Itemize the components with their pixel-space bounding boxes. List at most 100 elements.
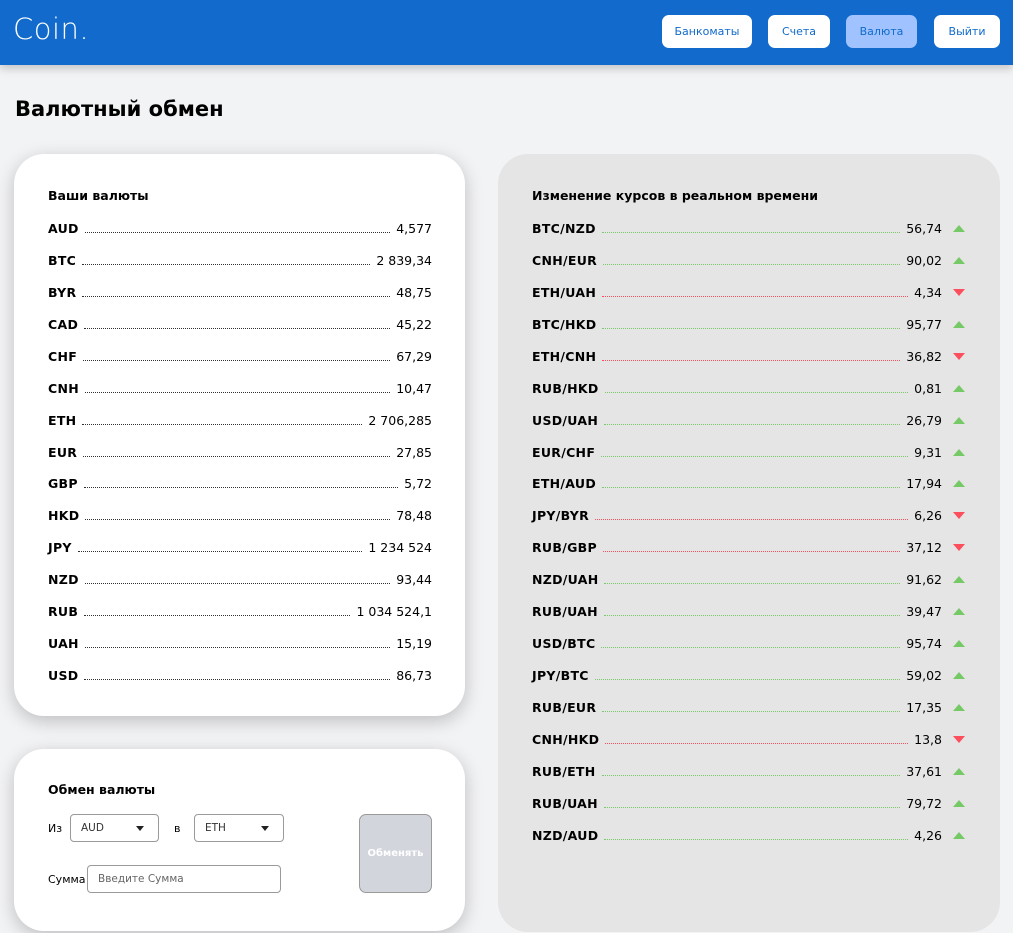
dotted-leader: [603, 615, 901, 617]
currency-code: USD: [48, 668, 79, 684]
currency-code: BTC: [48, 252, 77, 268]
currency-amount: 27,85: [396, 444, 432, 460]
dotted-leader: [595, 519, 909, 521]
triangle-up-icon: [953, 799, 965, 807]
dotted-leader: [605, 742, 909, 744]
currency-pair: CNH/EUR: [532, 252, 598, 268]
dotted-leader: [604, 423, 901, 425]
nav-button-currency[interactable]: Валюта: [846, 15, 917, 48]
dotted-leader: [604, 391, 909, 393]
currency-amount: 67,29: [396, 348, 432, 364]
to-currency-select[interactable]: ETH: [194, 814, 284, 842]
currency-pair: RUB/GBP: [532, 540, 597, 556]
dotted-leader: [82, 295, 391, 297]
nav-button-accounts[interactable]: Счета: [768, 15, 830, 48]
currency-pair: USD/UAH: [532, 412, 599, 428]
rates-title: Изменение курсов в реальном времени: [532, 188, 818, 203]
dotted-leader: [601, 232, 901, 233]
exchange-button[interactable]: Обменять: [359, 814, 432, 893]
currency-code: UAH: [48, 636, 79, 652]
currency-code: CNH: [48, 380, 79, 396]
chevron-down-icon: [136, 826, 144, 831]
currency-pair: NZD/AUD: [532, 827, 599, 843]
currency-pair: ETH/AUD: [532, 476, 597, 492]
rate-row: NZD/UAH 91,62: [532, 571, 965, 587]
rate-row: RUB/UAH 79,72: [532, 795, 965, 811]
to-currency-value: ETH: [205, 822, 226, 834]
amount-input[interactable]: [87, 865, 281, 893]
currency-code: JPY: [48, 540, 72, 556]
nav-button-logout[interactable]: Выйти: [934, 15, 1000, 48]
from-label: Из: [48, 822, 63, 835]
rate-value: 90,02: [906, 252, 942, 268]
triangle-down-icon: [953, 352, 965, 360]
dotted-leader: [84, 679, 391, 681]
rate-value: 37,61: [906, 763, 942, 779]
triangle-up-icon: [953, 767, 965, 775]
dotted-leader: [85, 391, 391, 393]
currency-amount: 5,72: [404, 476, 432, 492]
your-currencies-card: [14, 154, 465, 716]
rate-row: RUB/UAH 39,47: [532, 603, 965, 619]
rate-value: 59,02: [906, 668, 942, 684]
dotted-leader: [602, 551, 901, 553]
currency-pair: NZD/UAH: [532, 572, 599, 588]
rates-card: [498, 154, 1000, 932]
currency-pair: BTC/HKD: [532, 316, 597, 332]
nav-button-atms[interactable]: Банкоматы: [662, 15, 752, 48]
currency-code: RUB: [48, 604, 79, 620]
currency-row: RUB 1 034 524,1: [48, 603, 432, 619]
triangle-down-icon: [953, 288, 965, 296]
currency-pair: RUB/EUR: [532, 699, 597, 715]
dotted-leader: [602, 327, 901, 329]
dotted-leader: [82, 263, 371, 265]
currency-pair: JPY/BTC: [532, 668, 589, 684]
triangle-up-icon: [953, 448, 965, 456]
dotted-leader: [84, 232, 391, 233]
dotted-leader: [602, 487, 901, 489]
from-currency-select[interactable]: AUD: [70, 814, 159, 842]
dotted-leader: [83, 359, 391, 361]
currency-row: USD 86,73: [48, 667, 432, 683]
top-header: Coin. Банкоматы Счета Валюта Выйти: [0, 0, 1013, 65]
triangle-up-icon: [953, 608, 965, 616]
triangle-up-icon: [953, 225, 965, 232]
currency-row: HKD 78,48: [48, 507, 432, 523]
logo: Coin.: [13, 12, 90, 46]
rate-row: JPY/BYR 6,26: [532, 507, 965, 523]
currency-pair: ETH/UAH: [532, 284, 597, 300]
currency-pair: RUB/HKD: [532, 380, 599, 396]
currency-code: CAD: [48, 316, 79, 332]
currency-amount: 2 839,34: [376, 252, 432, 268]
currency-pair: CNH/HKD: [532, 731, 600, 747]
dotted-leader: [604, 838, 909, 840]
dotted-leader: [602, 359, 901, 361]
rate-value: 17,94: [906, 476, 942, 492]
currency-code: BYR: [48, 284, 77, 300]
currency-row: CHF 67,29: [48, 348, 432, 364]
currency-pair: ETH/CNH: [532, 348, 597, 364]
rate-row: CNH/EUR 90,02: [532, 252, 965, 268]
currency-code: EUR: [48, 444, 78, 460]
dotted-leader: [604, 583, 901, 585]
currency-row: EUR 27,85: [48, 444, 432, 460]
currency-row: NZD 93,44: [48, 571, 432, 587]
dotted-leader: [602, 295, 909, 297]
currency-row: BYR 48,75: [48, 284, 432, 300]
rate-value: 56,74: [906, 221, 942, 236]
triangle-down-icon: [953, 544, 965, 552]
rate-value: 91,62: [906, 572, 942, 588]
dotted-leader: [83, 487, 399, 489]
dotted-leader: [602, 710, 901, 712]
currency-amount: 10,47: [396, 380, 432, 396]
rate-value: 9,31: [914, 444, 942, 460]
triangle-down-icon: [953, 512, 965, 520]
currency-pair: RUB/UAH: [532, 795, 598, 811]
rate-row: ETH/UAH 4,34: [532, 284, 965, 300]
dotted-leader: [603, 806, 901, 808]
currency-row: ETH 2 706,285: [48, 412, 432, 428]
triangle-up-icon: [953, 384, 965, 392]
page-title: Валютный обмен: [15, 97, 224, 121]
rate-value: 95,77: [906, 316, 942, 332]
currency-amount: 48,75: [396, 284, 432, 300]
